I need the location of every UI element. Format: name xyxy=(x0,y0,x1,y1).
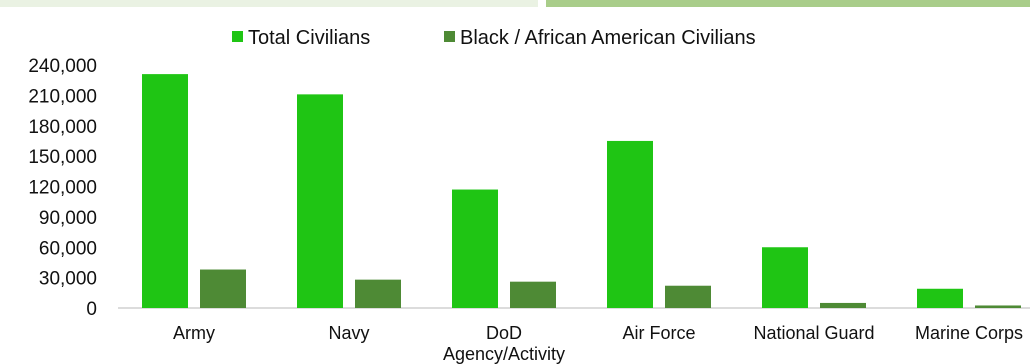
bar-black-african-american-civilians xyxy=(510,281,556,308)
legend-label-black: Black / African American Civilians xyxy=(460,27,756,49)
y-tick-label: 180,000 xyxy=(28,117,97,138)
x-category-label: Army xyxy=(173,323,215,343)
legend-swatch-black xyxy=(444,31,455,42)
legend-swatch-total xyxy=(232,31,243,42)
legend-label-total: Total Civilians xyxy=(248,27,370,49)
x-category-label: Navy xyxy=(328,323,369,343)
x-category-label: Marine Corps xyxy=(915,323,1023,343)
y-tick-label: 90,000 xyxy=(39,208,97,229)
x-category-label: Air Force xyxy=(622,323,695,343)
x-category-label: Agency/Activity xyxy=(443,344,565,364)
bar-total-civilians xyxy=(142,74,188,308)
bar-black-african-american-civilians xyxy=(820,302,866,308)
y-tick-label: 240,000 xyxy=(28,56,97,77)
bar-black-african-american-civilians xyxy=(665,285,711,308)
y-tick-label: 120,000 xyxy=(28,178,97,199)
y-tick-label: 60,000 xyxy=(39,238,97,259)
bar-black-african-american-civilians xyxy=(355,279,401,308)
bar-total-civilians xyxy=(762,247,808,308)
y-tick-label: 150,000 xyxy=(28,147,97,168)
top-strip-right xyxy=(546,0,1030,7)
top-strip-left xyxy=(0,0,538,7)
y-tick-label: 210,000 xyxy=(28,86,97,107)
x-category-label: National Guard xyxy=(753,323,874,343)
bar-black-african-american-civilians xyxy=(200,269,246,308)
y-tick-label: 30,000 xyxy=(39,269,97,290)
x-category-label: DoD xyxy=(486,323,522,343)
bar-black-african-american-civilians xyxy=(975,305,1021,308)
bar-total-civilians xyxy=(607,140,653,308)
bar-total-civilians xyxy=(297,94,343,308)
bar-total-civilians xyxy=(917,288,963,308)
bar-total-civilians xyxy=(452,189,498,308)
y-tick-label: 0 xyxy=(86,299,97,320)
